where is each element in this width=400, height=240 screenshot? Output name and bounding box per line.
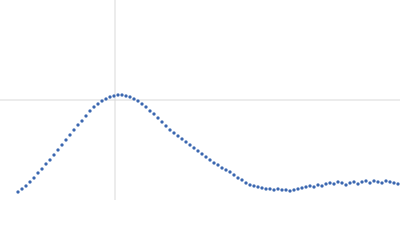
point	[116, 93, 120, 97]
point	[332, 182, 336, 186]
point	[108, 95, 112, 99]
point	[268, 187, 272, 191]
point	[372, 179, 376, 183]
point	[296, 187, 300, 191]
point	[208, 158, 212, 162]
point	[344, 183, 348, 187]
point	[216, 163, 220, 167]
point	[340, 181, 344, 185]
point	[292, 188, 296, 192]
point	[384, 179, 388, 183]
point	[168, 128, 172, 132]
point	[228, 170, 232, 174]
point	[220, 166, 224, 170]
point	[148, 109, 152, 113]
point	[324, 182, 328, 186]
point	[396, 182, 400, 186]
point	[244, 181, 248, 185]
point	[284, 188, 288, 192]
point	[172, 131, 176, 135]
point	[196, 149, 200, 153]
point	[264, 187, 268, 191]
point	[64, 138, 68, 142]
point	[152, 112, 156, 116]
point	[188, 143, 192, 147]
point	[336, 180, 340, 184]
point	[320, 184, 324, 188]
point	[68, 133, 72, 137]
point	[304, 185, 308, 189]
point	[120, 93, 124, 97]
point	[128, 95, 132, 99]
point	[360, 180, 364, 184]
point	[36, 171, 40, 175]
point	[140, 102, 144, 106]
point	[256, 185, 260, 189]
point	[48, 158, 52, 162]
point	[136, 99, 140, 103]
point	[316, 183, 320, 187]
point	[260, 186, 264, 190]
point	[388, 180, 392, 184]
point	[60, 143, 64, 147]
point	[132, 97, 136, 101]
point	[176, 134, 180, 138]
point	[300, 186, 304, 190]
point	[56, 148, 60, 152]
point	[200, 152, 204, 156]
point	[308, 184, 312, 188]
point	[232, 173, 236, 177]
point	[240, 178, 244, 182]
point	[84, 114, 88, 118]
point	[368, 181, 372, 185]
point	[312, 185, 316, 189]
point	[24, 184, 28, 188]
point	[184, 140, 188, 144]
point	[280, 188, 284, 192]
point	[40, 167, 44, 171]
point	[352, 180, 356, 184]
point	[144, 105, 148, 109]
point	[28, 180, 32, 184]
point	[356, 182, 360, 186]
point	[112, 94, 116, 98]
point	[160, 120, 164, 124]
point	[76, 123, 80, 127]
point	[88, 109, 92, 113]
point	[16, 190, 20, 194]
point	[276, 187, 280, 191]
point	[252, 184, 256, 188]
chart	[0, 0, 400, 200]
point	[392, 181, 396, 185]
point	[204, 155, 208, 159]
point	[100, 99, 104, 103]
point	[96, 102, 100, 106]
point	[180, 137, 184, 141]
point	[92, 105, 96, 109]
point	[124, 94, 128, 98]
point	[288, 189, 292, 193]
point	[380, 181, 384, 185]
point	[104, 97, 108, 101]
point	[44, 162, 48, 166]
point	[72, 128, 76, 132]
point	[248, 183, 252, 187]
point	[156, 116, 160, 120]
point	[164, 124, 168, 128]
point	[328, 181, 332, 185]
point	[348, 181, 352, 185]
point	[272, 188, 276, 192]
point	[364, 179, 368, 183]
point	[212, 161, 216, 165]
point	[236, 176, 240, 180]
point	[32, 176, 36, 180]
point	[80, 119, 84, 123]
point	[20, 187, 24, 191]
point	[192, 146, 196, 150]
point	[224, 168, 228, 172]
point	[376, 180, 380, 184]
point	[52, 153, 56, 157]
